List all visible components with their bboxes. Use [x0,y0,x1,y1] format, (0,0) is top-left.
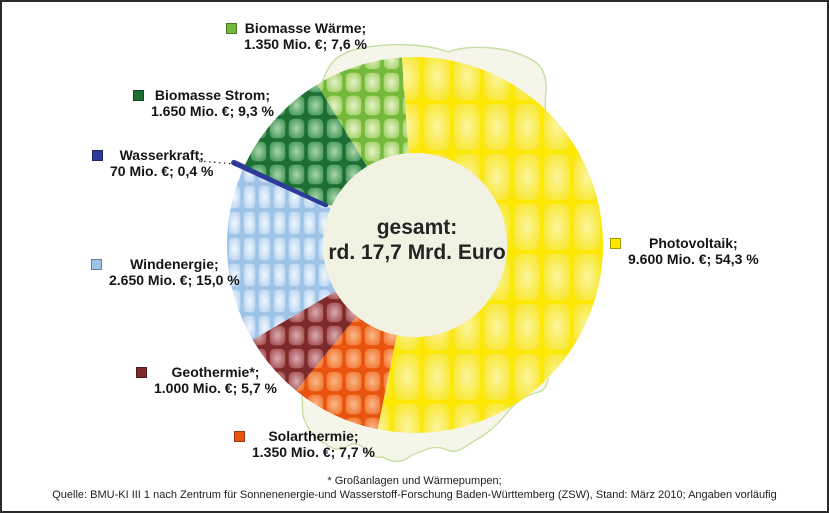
donut-hole [323,153,507,337]
legend-solarthermie: Solarthermie; 1.350 Mio. €; 7,7 % [234,428,375,460]
slice-geothermie [252,291,357,391]
slice-biomasse_waerme [317,57,409,167]
legend-wasserkraft-value: 70 Mio. €; 0,4 % [110,162,214,179]
geothermie-legend-swatch-icon [136,367,147,378]
total-label: gesamt: rd. 17,7 Mrd. Euro [302,215,532,265]
slice-solarthermie [296,316,397,430]
legend-wasserkraft-name: Wasserkraft; [119,147,204,163]
legend-geothermie: Geothermie*; 1.000 Mio. €; 5,7 % [136,364,277,396]
chart-footnotes: * Großanlagen und Wärmepumpen; Quelle: B… [2,475,827,502]
legend-solarthermie-value: 1.350 Mio. €; 7,7 % [252,443,375,460]
legend-windenergie-name: Windenergie; [130,256,219,272]
legend-windenergie-value: 2.650 Mio. €; 15,0 % [109,271,240,288]
legend-wasserkraft: Wasserkraft; 70 Mio. €; 0,4 % [92,147,214,179]
windenergie-legend-swatch-icon [91,259,102,270]
biomasse-strom-legend-swatch-icon [133,90,144,101]
total-label-line2: rd. 17,7 Mrd. Euro [328,241,506,264]
legend-windenergie: Windenergie; 2.650 Mio. €; 15,0 % [91,256,240,288]
legend-biomasse-strom-value: 1.650 Mio. €; 9,3 % [151,102,274,119]
legend-biomasse-strom: Biomasse Strom; 1.650 Mio. €; 9,3 % [133,87,274,119]
legend-photovoltaik-name: Photovoltaik; [649,235,738,251]
total-label-line1: gesamt: [376,216,458,239]
slice-windenergie [227,169,336,340]
legend-geothermie-name: Geothermie*; [171,364,260,380]
biomasse-waerme-legend-swatch-icon [226,23,237,34]
donut-slices [227,57,603,433]
photovoltaik-legend-swatch-icon [610,238,621,249]
wasserkraft-legend-swatch-icon [92,150,103,161]
wasserkraft-leader-line [198,160,236,165]
legend-biomasse-waerme-value: 1.350 Mio. €; 7,6 % [244,35,367,52]
legend-photovoltaik: Photovoltaik; 9.600 Mio. €; 54,3 % [610,235,759,267]
legend-photovoltaik-value: 9.600 Mio. €; 54,3 % [628,250,759,267]
legend-solarthermie-name: Solarthermie; [268,428,359,444]
source-line: Quelle: BMU-KI III 1 nach Zentrum für So… [52,488,777,501]
legend-biomasse-waerme: Biomasse Wärme; 1.350 Mio. €; 7,6 % [226,20,367,52]
legend-biomasse-waerme-name: Biomasse Wärme; [244,20,367,36]
legend-biomasse-strom-name: Biomasse Strom; [154,87,271,103]
slice-photovoltaik [377,57,603,433]
legend-geothermie-value: 1.000 Mio. €; 5,7 % [154,379,277,396]
slice-wasserkraft [231,159,329,208]
solarthermie-legend-swatch-icon [234,431,245,442]
footnote-asterisk: * Großanlagen und Wärmepumpen; [327,475,502,487]
slice-biomasse_strom [244,84,368,206]
